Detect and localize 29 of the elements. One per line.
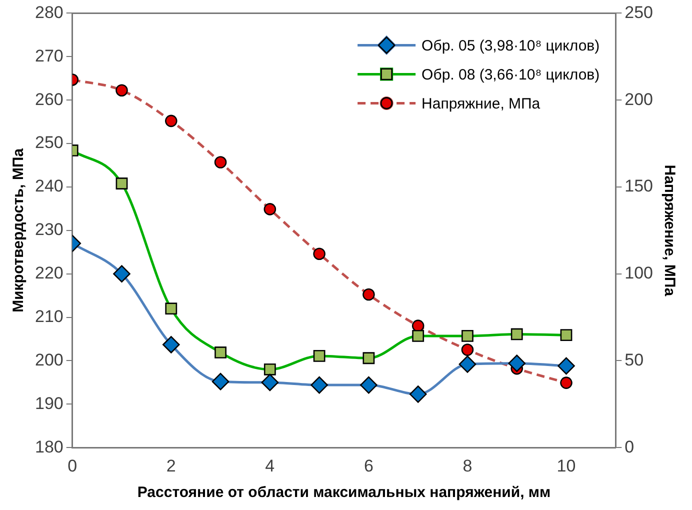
y-tick-label: 230 <box>34 220 64 240</box>
y2-tick-label: 250 <box>624 2 654 22</box>
y2-axis-title: Напряжение, МПа <box>660 164 678 297</box>
y-tick-label: 260 <box>34 90 64 109</box>
y2-tick-label: 50 <box>624 350 644 370</box>
x-axis-title: Расстояние от области максимальных напряжений, мм <box>137 484 551 502</box>
y-tick-label: 220 <box>34 264 64 283</box>
y-tick-label: 280 <box>34 2 64 22</box>
y-tick-label: 180 <box>34 437 64 456</box>
legend-label: Обр. 05 (3,98·10⁸ циклов) <box>422 37 600 54</box>
y-tick-label: 270 <box>34 46 64 66</box>
y-tick-label: 200 <box>34 350 64 370</box>
y-tick-label: 190 <box>34 394 64 413</box>
y-axis-title: Микротвердость, МПа <box>10 148 28 312</box>
y-tick-label: 250 <box>34 133 64 152</box>
y2-tick-label: 200 <box>624 90 654 109</box>
x-tick-label: 2 <box>166 456 176 476</box>
x-tick-label: 4 <box>265 456 275 476</box>
legend-label: Обр. 08 (3,66·10⁸ циклов) <box>422 66 600 84</box>
x-tick-label: 10 <box>556 456 576 476</box>
legend-label: Напряжние, МПа <box>422 95 541 112</box>
y2-tick-label: 0 <box>624 437 634 456</box>
y-tick-label: 240 <box>34 176 64 196</box>
y2-tick-label: 150 <box>624 176 654 196</box>
x-tick-label: 8 <box>462 456 472 476</box>
y2-tick-label: 100 <box>624 264 654 283</box>
x-tick-label: 0 <box>68 456 78 476</box>
y-tick-label: 210 <box>34 306 64 326</box>
x-tick-label: 6 <box>364 456 374 476</box>
